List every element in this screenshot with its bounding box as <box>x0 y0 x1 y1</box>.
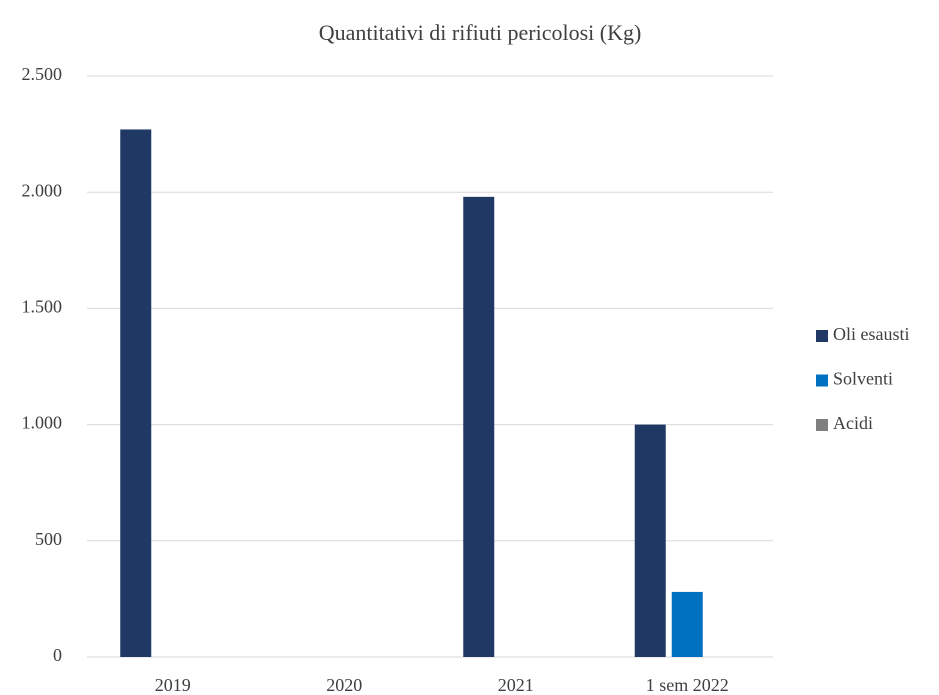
bar <box>120 129 152 657</box>
x-tick-label: 1 sem 2022 <box>646 675 729 695</box>
legend-label: Oli esausti <box>833 324 910 344</box>
legend-label: Acidi <box>833 413 873 433</box>
bar <box>671 591 703 657</box>
bar <box>634 424 666 657</box>
x-tick-label: 2020 <box>326 675 362 695</box>
y-tick-label: 500 <box>35 529 62 549</box>
y-tick-label: 2.000 <box>22 180 63 200</box>
chart-title: Quantitativi di rifiuti pericolosi (Kg) <box>319 20 642 45</box>
legend-swatch <box>816 374 828 387</box>
legend-swatch <box>816 419 828 431</box>
legend-swatch <box>816 330 828 342</box>
bar <box>463 196 495 657</box>
y-tick-label: 1.500 <box>22 297 63 317</box>
legend-label: Solventi <box>833 369 893 389</box>
x-tick-label: 2019 <box>155 675 191 695</box>
y-tick-label: 0 <box>53 645 62 665</box>
y-tick-label: 2.500 <box>22 64 63 84</box>
x-tick-label: 2021 <box>498 675 534 695</box>
y-tick-label: 1.000 <box>22 413 63 433</box>
